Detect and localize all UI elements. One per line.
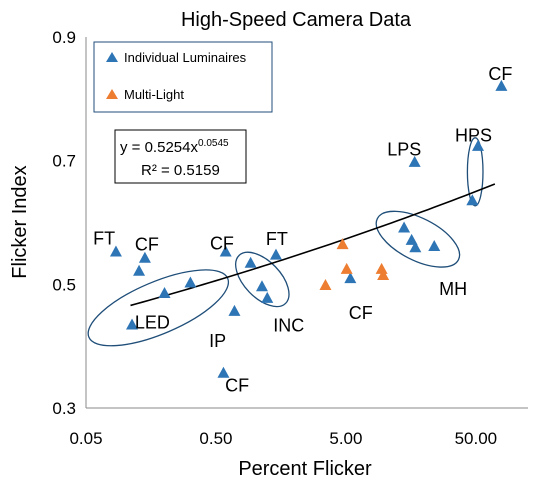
data-point-individual (261, 291, 274, 303)
x-tick-label: 0.05 (69, 429, 102, 448)
category-label: CF (210, 233, 234, 253)
trendline (130, 183, 496, 307)
highlight-ellipse-hps (466, 137, 484, 207)
data-point-multi-light (377, 269, 390, 281)
legend-frame (93, 41, 273, 113)
category-annotations: FT CF CF FT LED IP CF INC CF LPS HPS CF MH (93, 64, 512, 396)
data-point-individual (228, 304, 241, 316)
data-point-multi-light (340, 262, 353, 274)
data-point-individual (126, 318, 139, 330)
data-point-individual (184, 276, 197, 288)
equation-box: y = 0.5254x0.0545 R² = 0.5159 (114, 129, 247, 184)
legend: Individual Luminaires Multi-Light (93, 41, 273, 113)
category-label: MH (439, 279, 467, 299)
highlight-ellipse-inc (235, 251, 290, 308)
category-label: LED (135, 312, 170, 332)
x-tick-label: 0.50 (199, 429, 232, 448)
data-point-individual (244, 256, 257, 268)
data-markers (109, 79, 508, 378)
trendline-r-squared: R² = 0.5159 (141, 162, 220, 179)
category-label: FT (266, 229, 288, 249)
legend-label-multi: Multi-Light (124, 87, 184, 102)
data-point-individual (405, 233, 418, 245)
data-point-individual (428, 239, 441, 251)
data-point-multi-light (319, 278, 332, 290)
category-label: INC (273, 316, 304, 336)
data-point-individual (408, 155, 421, 167)
trendline-equation: y = 0.5254x0.0545 (120, 138, 229, 156)
y-axis-title: Flicker Index (9, 165, 31, 278)
data-point-individual (472, 139, 485, 151)
data-point-individual (158, 286, 171, 298)
category-label: LPS (387, 139, 421, 159)
y-tick-labels: 0.3 0.5 0.7 0.9 (52, 28, 76, 418)
data-point-multi-light (375, 262, 388, 274)
x-axis-title: Percent Flicker (238, 458, 372, 480)
category-label: HPS (455, 126, 492, 146)
data-point-individual (255, 280, 268, 292)
y-tick-label: 0.7 (52, 152, 76, 171)
data-point-individual (219, 245, 232, 257)
category-label: FT (93, 228, 115, 248)
category-label: CF (225, 376, 249, 396)
x-tick-labels: 0.05 0.50 5.00 50.00 (69, 429, 497, 448)
data-point-multi-light (336, 238, 349, 250)
data-point-individual (109, 245, 122, 257)
data-point-individual (217, 366, 230, 378)
highlight-ellipse-led (87, 269, 230, 347)
category-label: CF (488, 64, 512, 84)
equation-frame (114, 129, 247, 184)
chart-title: High-Speed Camera Data (181, 9, 412, 31)
data-point-individual (398, 221, 411, 233)
legend-marker-individual (106, 52, 118, 62)
x-tick-label: 5.00 (329, 429, 362, 448)
data-point-individual (269, 248, 282, 260)
legend-label-individual: Individual Luminaires (124, 50, 247, 65)
y-tick-label: 0.9 (52, 28, 76, 47)
data-point-individual (409, 241, 422, 253)
data-point-individual (344, 272, 357, 284)
trendline-equation-exponent: 0.0545 (198, 138, 229, 149)
category-label: CF (135, 235, 159, 255)
data-point-individual (495, 79, 508, 91)
y-tick-label: 0.5 (52, 275, 76, 294)
data-point-individual (138, 251, 151, 263)
category-label: IP (209, 331, 226, 351)
y-tick-label: 0.3 (52, 399, 76, 418)
data-point-individual (133, 264, 146, 276)
legend-marker-multi (106, 89, 118, 99)
category-label: CF (349, 303, 373, 323)
trendline-equation-base: y = 0.5254x (120, 139, 198, 156)
highlight-ellipses (87, 137, 484, 347)
data-point-individual (466, 194, 479, 206)
highlight-ellipse-mh (375, 210, 461, 268)
x-tick-label: 50.00 (455, 429, 498, 448)
